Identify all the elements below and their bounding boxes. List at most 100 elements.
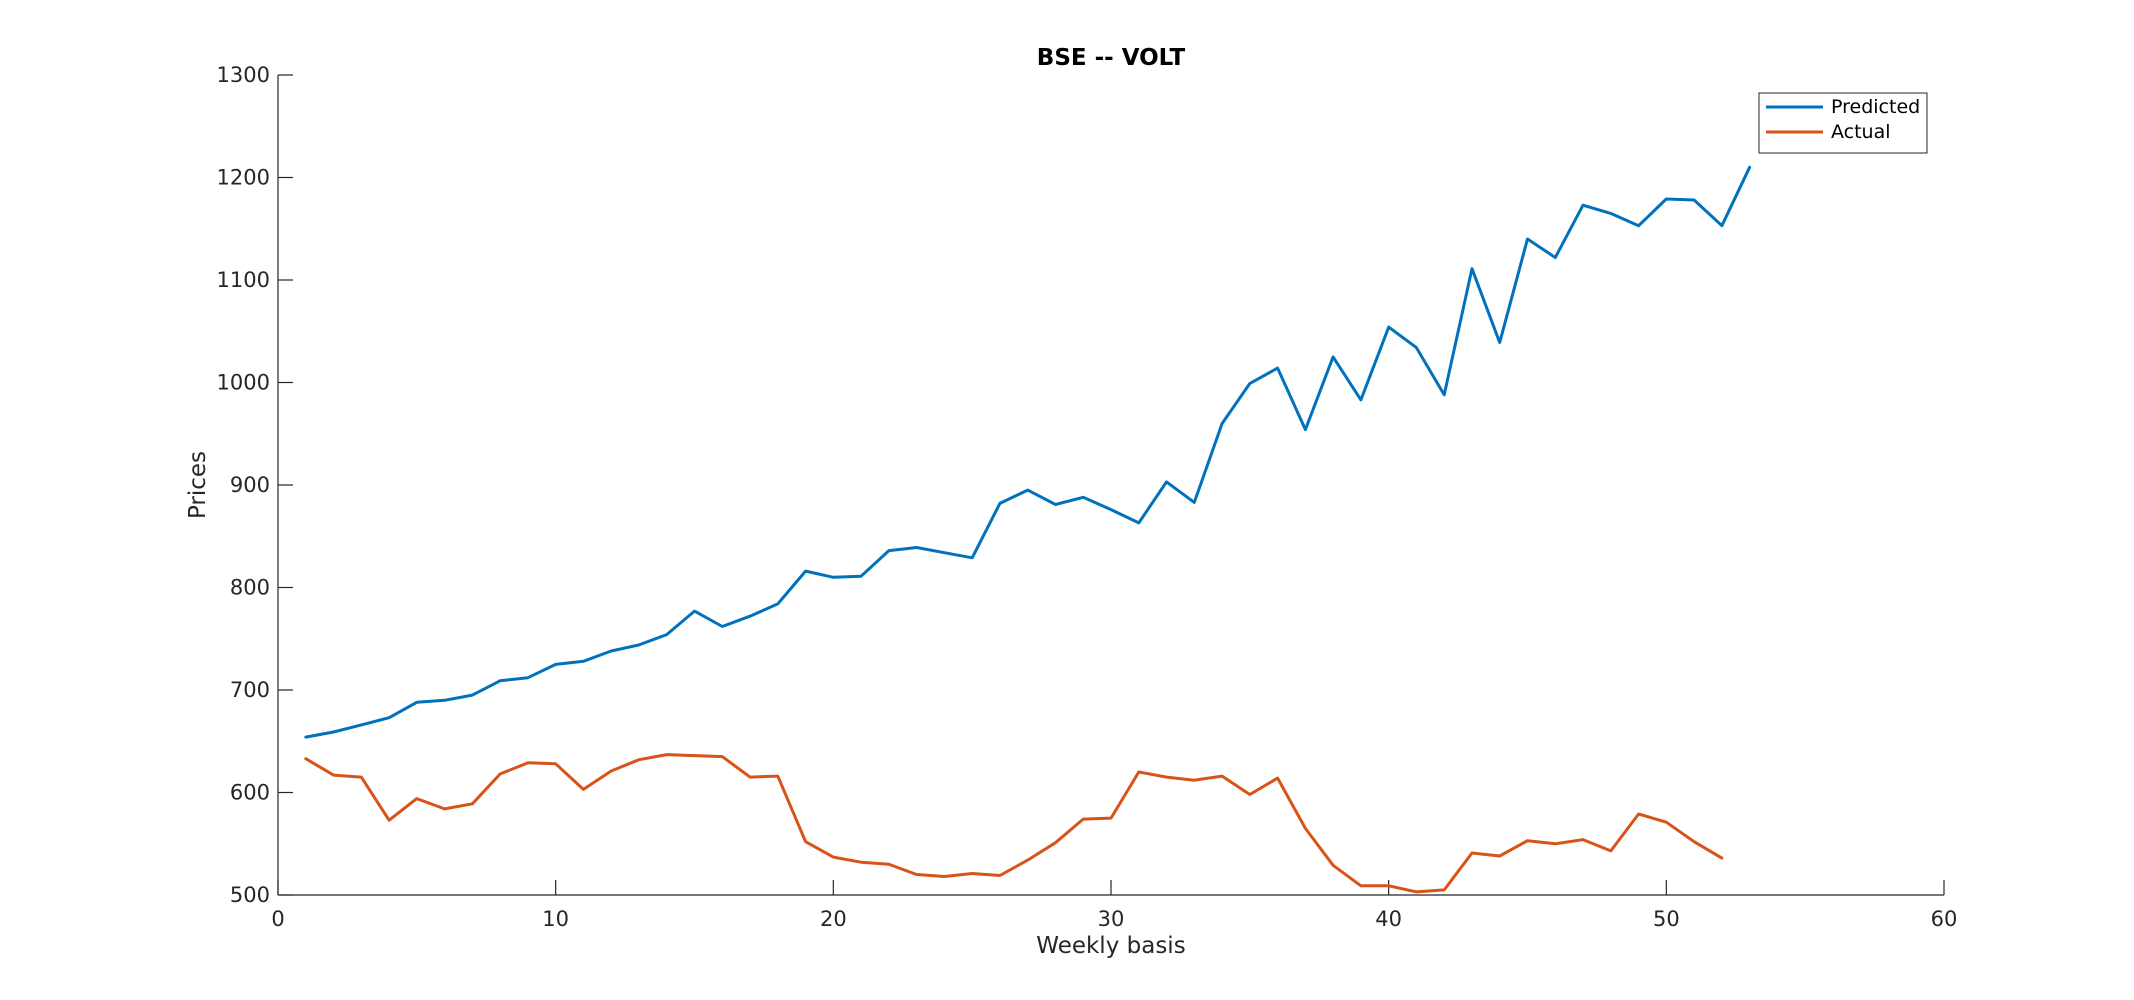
data-point-actual [804,840,807,843]
y-tick-label: 500 [230,883,270,907]
legend-box [1758,92,1928,154]
data-point-predicted [888,549,890,552]
data-point-actual [1582,838,1584,841]
data-point-predicted [832,576,835,579]
data-point-actual [1165,776,1168,778]
data-point-predicted [1665,198,1668,200]
data-point-actual [1137,771,1140,773]
data-point-actual [915,873,918,876]
series-line-predicted [304,165,1752,739]
data-point-actual [499,773,501,775]
plot-area [304,165,1752,894]
data-point-actual [1693,840,1695,843]
y-tick-label: 800 [230,576,270,600]
y-tick-label: 1300 [217,63,270,87]
data-point-predicted [1610,212,1612,215]
data-point-predicted [1637,224,1640,227]
data-point-predicted [527,676,529,679]
data-point-predicted [999,502,1001,505]
data-point-actual [1276,777,1279,779]
data-point-predicted [1026,489,1029,491]
data-point-actual [832,856,835,858]
data-point-predicted [1526,238,1529,240]
data-point-actual [1332,864,1334,867]
data-point-predicted [943,551,946,554]
data-point-predicted [693,610,696,612]
data-point-actual [1637,813,1640,815]
data-point-predicted [971,556,973,559]
data-point-actual [1082,818,1085,820]
data-point-actual [332,774,335,776]
data-point-predicted [777,603,779,605]
data-point-predicted [1582,204,1584,206]
data-point-actual [1304,827,1307,830]
data-point-predicted [1415,346,1418,349]
data-point-predicted [1137,522,1140,524]
data-point-predicted [1693,199,1695,201]
data-point-predicted [1304,428,1307,431]
data-point-predicted [860,575,862,578]
x-tick-label: 0 [271,907,284,931]
data-point-predicted [1360,399,1362,401]
series-line-actual [304,753,1724,894]
data-point-predicted [582,660,585,663]
data-point-predicted [1249,382,1251,385]
x-tick-label: 30 [1098,907,1125,931]
data-point-predicted [610,650,612,652]
data-point-predicted [471,694,474,696]
y-tick-label: 700 [230,678,270,702]
data-point-actual [554,763,557,765]
data-point-actual [749,776,751,778]
data-point-predicted [1054,503,1057,506]
legend-label-predicted: Predicted [1831,96,1920,118]
x-tick-label: 10 [542,907,569,931]
data-point-predicted [1332,356,1334,358]
x-tick-label: 20 [820,907,847,931]
data-point-predicted [1554,256,1557,259]
data-point-actual [1471,852,1473,854]
data-point-predicted [443,699,446,702]
data-point-actual [1360,884,1362,887]
data-point-predicted [1082,496,1085,499]
data-point-actual [1387,884,1390,887]
x-tick-label: 60 [1931,907,1958,931]
data-point-actual [1249,793,1251,796]
x-tick-label: 50 [1653,907,1680,931]
y-tick-label: 600 [230,781,270,805]
data-point-actual [721,755,724,758]
data-point-actual [1110,817,1112,819]
legend-label-actual: Actual [1831,121,1891,143]
data-point-predicted [554,663,557,666]
data-point-actual [304,757,307,760]
data-point-actual [527,761,529,764]
data-point-actual [665,753,668,756]
data-point-actual [1193,779,1196,781]
data-point-predicted [1276,367,1279,369]
data-point-predicted [749,615,751,617]
data-point-predicted [1387,326,1390,328]
chart-title: BSE -- VOLT [1037,45,1186,71]
data-point-predicted [665,633,668,636]
data-point-actual [999,874,1001,877]
data-point-predicted [388,716,390,719]
y-tick-label: 1000 [217,371,270,395]
y-tick-label: 900 [230,473,270,497]
data-point-predicted [1110,508,1112,511]
data-point-actual [1721,857,1723,859]
data-point-actual [1665,821,1668,824]
y-axis-label: Prices [185,451,211,519]
data-point-actual [693,754,696,757]
data-point-predicted [804,570,807,572]
y-tick-label: 1100 [217,268,270,292]
data-point-actual [888,863,890,866]
data-point-predicted [1498,341,1501,344]
data-point-predicted [721,625,724,628]
data-point-predicted [499,679,501,682]
data-point-actual [1054,841,1057,844]
data-point-predicted [1221,422,1223,425]
data-point-actual [610,770,612,772]
data-point-predicted [1443,394,1445,396]
data-point-predicted [1748,166,1751,169]
axes: 0 10 20 30 40 50 60 500 600 700 800 900 1000 1100 1200… [217,63,1958,931]
